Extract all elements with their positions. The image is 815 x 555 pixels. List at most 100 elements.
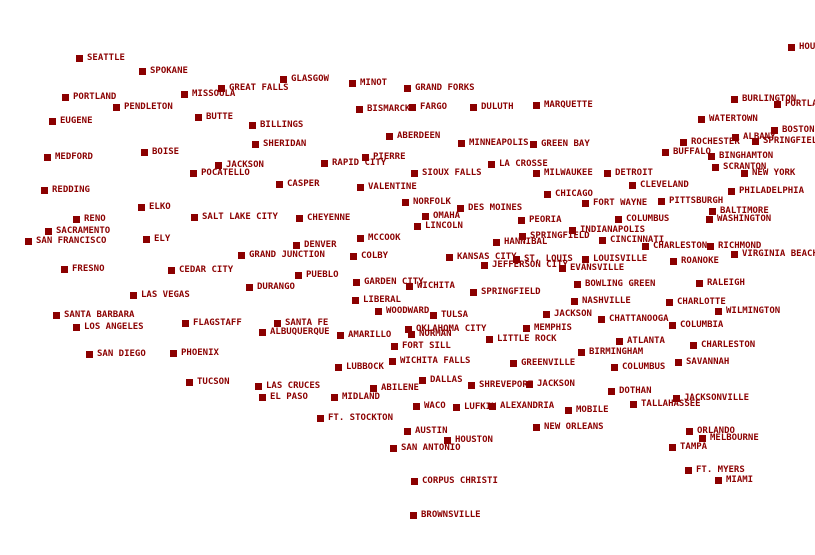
city-casper[interactable]: CASPER (276, 180, 320, 189)
city-wichita[interactable]: WICHITA (406, 282, 455, 291)
city-las-vegas[interactable]: LAS VEGAS (130, 291, 190, 300)
city-pocatello[interactable]: POCATELLO (190, 169, 250, 178)
city-portland[interactable]: PORTLAND (62, 93, 116, 102)
city-houlton[interactable]: HOULTON (788, 43, 815, 52)
city-bowling-green[interactable]: BOWLING GREEN (574, 280, 655, 289)
city-roanoke[interactable]: ROANOKE (670, 257, 719, 266)
city-sheridan[interactable]: SHERIDAN (252, 140, 306, 149)
city-flagstaff[interactable]: FLAGSTAFF (182, 319, 242, 328)
city-washington[interactable]: WASHINGTON (706, 215, 771, 224)
city-louisville[interactable]: LOUISVILLE (582, 255, 647, 264)
city-abilene[interactable]: ABILENE (370, 384, 419, 393)
city-watertown[interactable]: WATERTOWN (698, 115, 758, 124)
city-las-cruces[interactable]: LAS CRUCES (255, 382, 320, 391)
city-jefferson-city[interactable]: JEFFERSON CITY (481, 261, 568, 270)
city-ely[interactable]: ELY (143, 235, 170, 244)
city-raleigh[interactable]: RALEIGH (696, 279, 745, 288)
city-duluth[interactable]: DULUTH (470, 103, 514, 112)
city-pittsburgh[interactable]: PITTSBURGH (658, 197, 723, 206)
city-colby[interactable]: COLBY (350, 252, 388, 261)
city-burlington[interactable]: BURLINGTON (731, 95, 796, 104)
city-el-paso[interactable]: EL PASO (259, 393, 308, 402)
city-fort-wayne[interactable]: FORT WAYNE (582, 199, 647, 208)
city-springfield[interactable]: SPRINGFIELD (752, 137, 815, 146)
city-norman[interactable]: NORMAN (408, 330, 452, 339)
city-butte[interactable]: BUTTE (195, 113, 233, 122)
city-detroit[interactable]: DETROIT (604, 169, 653, 178)
city-omaha[interactable]: OMAHA (422, 212, 460, 221)
city-san-diego[interactable]: SAN DIEGO (86, 350, 146, 359)
city-cheyenne[interactable]: CHEYENNE (296, 214, 350, 223)
city-great-falls[interactable]: GREAT FALLS (218, 84, 289, 93)
city-norfolk[interactable]: NORFOLK (402, 198, 451, 207)
city-lufkin[interactable]: LUFKIN (453, 403, 497, 412)
city-grand-forks[interactable]: GRAND FORKS (404, 84, 475, 93)
city-garden-city[interactable]: GARDEN CITY (353, 278, 424, 287)
city-shreveport[interactable]: SHREVEPORT (468, 381, 533, 390)
city-scranton[interactable]: SCRANTON (712, 163, 766, 172)
city-rapid-city[interactable]: RAPID CITY (321, 159, 386, 168)
city-lincoln[interactable]: LINCOLN (414, 222, 463, 231)
city-peoria[interactable]: PEORIA (518, 216, 562, 225)
city-denver[interactable]: DENVER (293, 241, 337, 250)
city-green-bay[interactable]: GREEN BAY (530, 140, 590, 149)
city-phoenix[interactable]: PHOENIX (170, 349, 219, 358)
city-pendleton[interactable]: PENDLETON (113, 103, 173, 112)
city-waco[interactable]: WACO (413, 402, 446, 411)
city-tampa[interactable]: TAMPA (669, 443, 707, 452)
city-tucson[interactable]: TUCSON (186, 378, 230, 387)
city-alexandria[interactable]: ALEXANDRIA (489, 402, 554, 411)
city-cedar-city[interactable]: CEDAR CITY (168, 266, 233, 275)
city-boise[interactable]: BOISE (141, 148, 179, 157)
city-tallahassee[interactable]: TALLAHASSEE (630, 400, 701, 409)
city-rochester[interactable]: ROCHESTER (680, 138, 740, 147)
city-little-rock[interactable]: LITTLE ROCK (486, 335, 557, 344)
city-oklahoma-city[interactable]: OKLAHOMA CITY (405, 325, 486, 334)
city-redding[interactable]: REDDING (41, 186, 90, 195)
city-charlotte[interactable]: CHARLOTTE (666, 298, 726, 307)
city-albuquerque[interactable]: ALBUQUERQUE (259, 328, 330, 337)
city-jackson[interactable]: JACKSON (543, 310, 592, 319)
city-savannah[interactable]: SAVANNAH (675, 358, 729, 367)
city-medford[interactable]: MEDFORD (44, 153, 93, 162)
city-boston[interactable]: BOSTON (771, 126, 815, 135)
city-grand-junction[interactable]: GRAND JUNCTION (238, 251, 325, 260)
city-salt-lake-city[interactable]: SALT LAKE CITY (191, 213, 278, 222)
city-new-york[interactable]: NEW YORK (741, 169, 795, 178)
city-miami[interactable]: MIAMI (715, 476, 753, 485)
city-columbia[interactable]: COLUMBIA (669, 321, 723, 330)
city-santa-barbara[interactable]: SANTA BARBARA (53, 311, 134, 320)
city-baltimore[interactable]: BALTIMORE (709, 207, 769, 216)
city-houston[interactable]: HOUSTON (444, 436, 493, 445)
city-amarillo[interactable]: AMARILLO (337, 331, 391, 340)
city-sioux-falls[interactable]: SIOUX FALLS (411, 169, 482, 178)
city-los-angeles[interactable]: LOS ANGELES (73, 323, 144, 332)
city-cleveland[interactable]: CLEVELAND (629, 181, 689, 190)
city-albany[interactable]: ALBANY (732, 133, 776, 142)
city-spokane[interactable]: SPOKANE (139, 67, 188, 76)
city-virginia-beach[interactable]: VIRGINIA BEACH (731, 250, 815, 259)
city-la-crosse[interactable]: LA CROSSE (488, 160, 548, 169)
city-indianapolis[interactable]: INDIANAPOLIS (569, 226, 645, 235)
city-charleston[interactable]: CHARLESTON (642, 242, 707, 251)
city-minneapolis[interactable]: MINNEAPOLIS (458, 139, 529, 148)
city-hannibal[interactable]: HANNIBAL (493, 238, 547, 247)
city-jacksonville[interactable]: JACKSONVILLE (673, 394, 749, 403)
city-austin[interactable]: AUSTIN (404, 427, 448, 436)
city-evansville[interactable]: EVANSVILLE (559, 264, 624, 273)
city-mobile[interactable]: MOBILE (565, 406, 609, 415)
city-missoula[interactable]: MISSOULA (181, 90, 235, 99)
city-dothan[interactable]: DOTHAN (608, 387, 652, 396)
city-pueblo[interactable]: PUEBLO (295, 271, 339, 280)
city-wilmington[interactable]: WILMINGTON (715, 307, 780, 316)
city-buffalo[interactable]: BUFFALO (662, 148, 711, 157)
city-fort-sill[interactable]: FORT SILL (391, 342, 451, 351)
city-atlanta[interactable]: ATLANTA (616, 337, 665, 346)
city-bismarck[interactable]: BISMARCK (356, 105, 410, 114)
city-fresno[interactable]: FRESNO (61, 265, 105, 274)
city-minot[interactable]: MINOT (349, 79, 387, 88)
city-charleston[interactable]: CHARLESTON (690, 341, 755, 350)
city-memphis[interactable]: MEMPHIS (523, 324, 572, 333)
city-philadelphia[interactable]: PHILADELPHIA (728, 187, 804, 196)
city-portland[interactable]: PORTLAND (774, 100, 815, 109)
